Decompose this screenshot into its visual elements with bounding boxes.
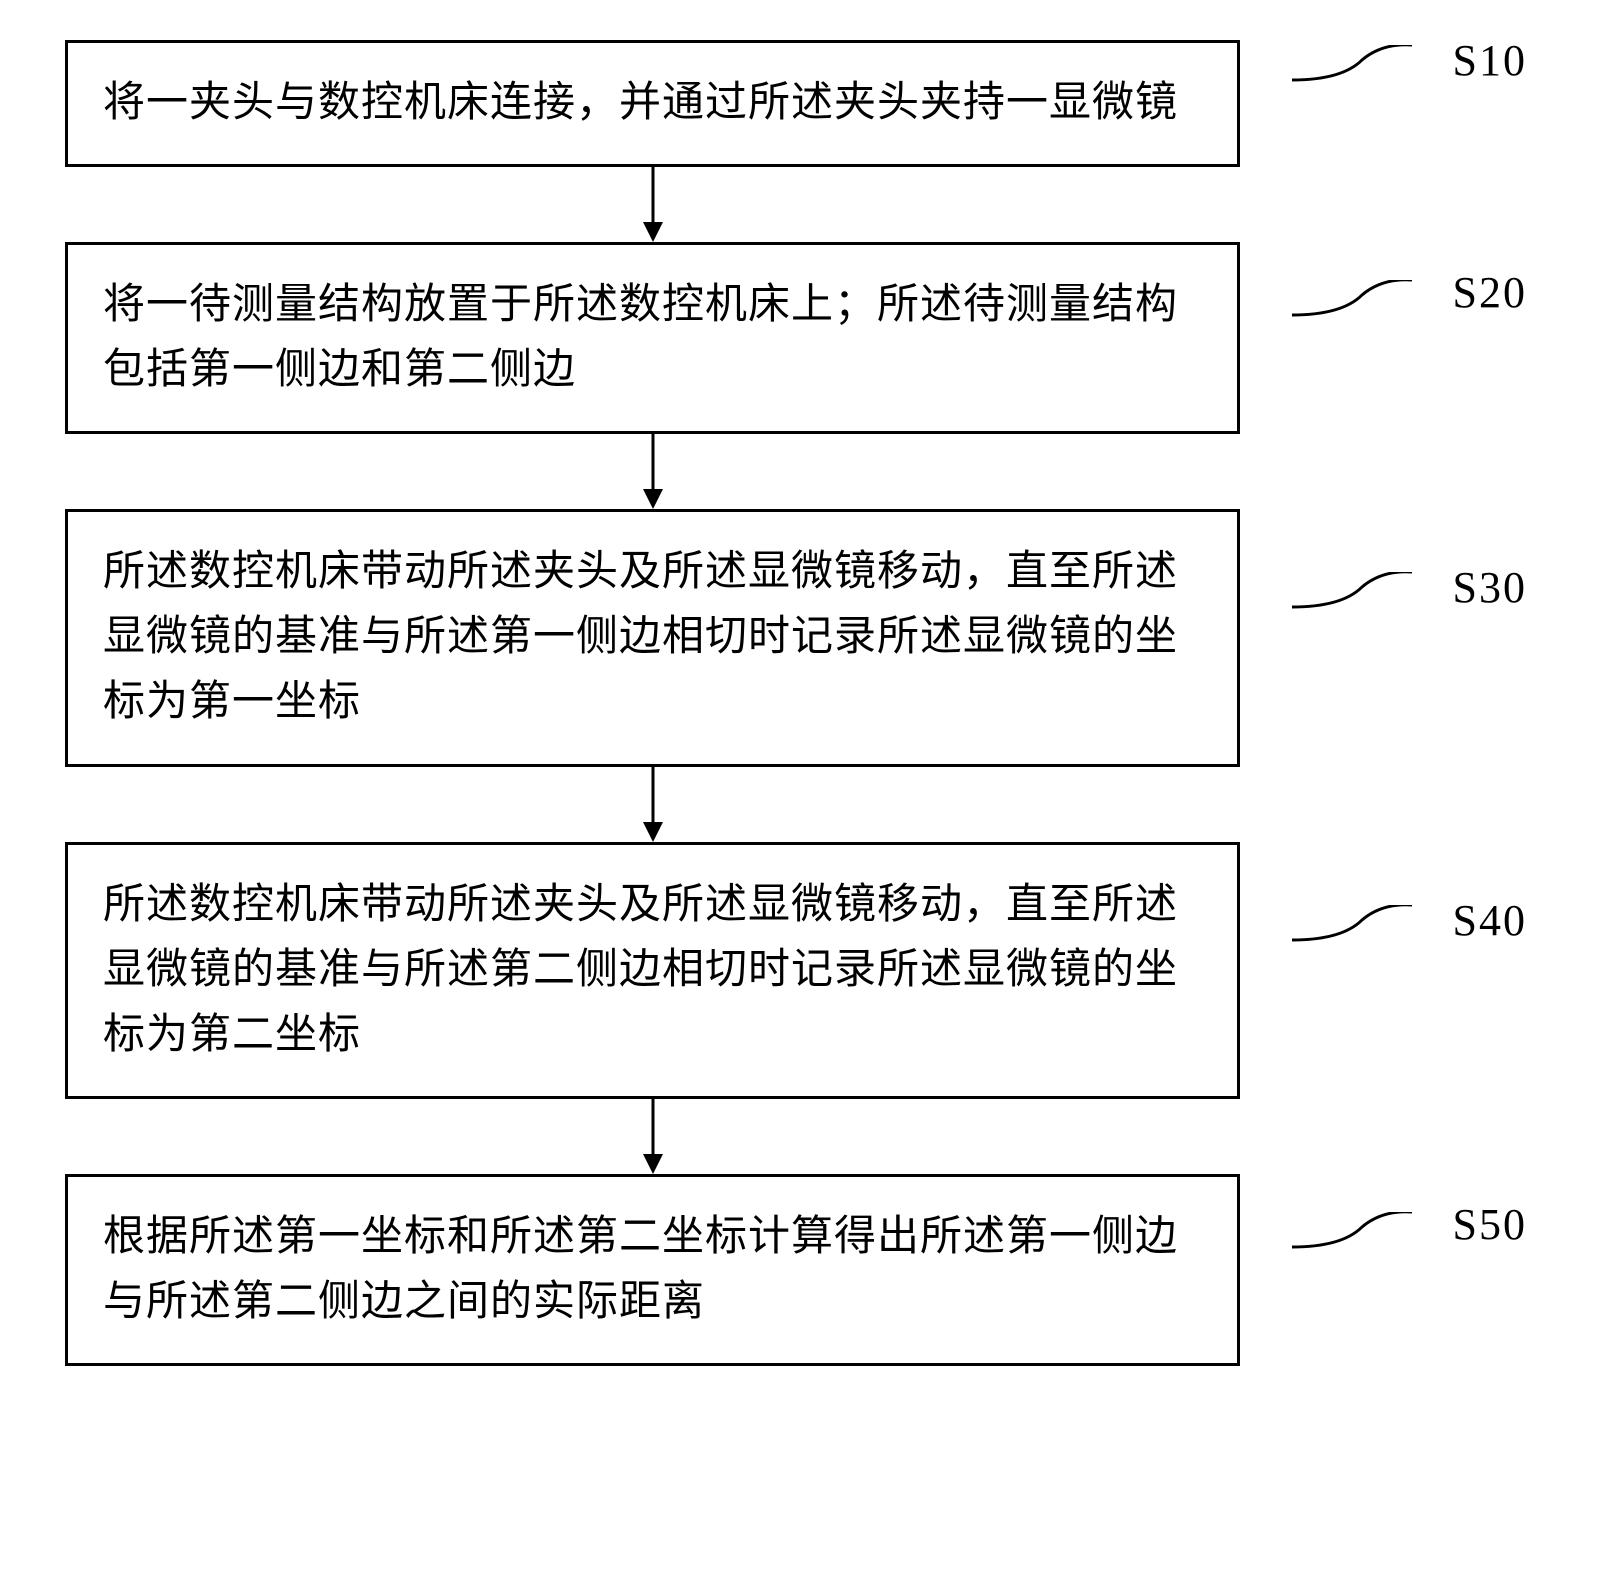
arrow-s20-s30 <box>65 434 1240 509</box>
step-text-s20: 将一待测量结构放置于所述数控机床上；所述待测量结构包括第一侧边和第二侧边 <box>103 273 1202 403</box>
arrow-s10-s20 <box>65 167 1240 242</box>
step-box-s30: 所述数控机床带动所述夹头及所述显微镜移动，直至所述显微镜的基准与所述第一侧边相切… <box>65 509 1240 766</box>
step-text-s40: 所述数控机床带动所述夹头及所述显微镜移动，直至所述显微镜的基准与所述第二侧边相切… <box>103 873 1202 1068</box>
step-box-s20: 将一待测量结构放置于所述数控机床上；所述待测量结构包括第一侧边和第二侧边 S20 <box>65 242 1240 434</box>
step-label-s30: S30 <box>1453 562 1527 613</box>
step-label-s50: S50 <box>1453 1199 1527 1250</box>
step-box-s40: 所述数控机床带动所述夹头及所述显微镜移动，直至所述显微镜的基准与所述第二侧边相切… <box>65 842 1240 1099</box>
connector-s50 <box>1292 1212 1412 1272</box>
connector-s10 <box>1292 45 1412 105</box>
step-box-s10: 将一夹头与数控机床连接，并通过所述夹头夹持一显微镜 S10 <box>65 40 1240 167</box>
connector-s40 <box>1292 905 1412 965</box>
step-text-s10: 将一夹头与数控机床连接，并通过所述夹头夹持一显微镜 <box>103 71 1202 136</box>
step-label-s20: S20 <box>1453 267 1527 318</box>
flowchart-container: 将一夹头与数控机床连接，并通过所述夹头夹持一显微镜 S10 将一待测量结构放置于… <box>65 40 1535 1366</box>
step-label-s10: S10 <box>1453 35 1527 86</box>
arrow-s30-s40 <box>65 767 1240 842</box>
connector-s30 <box>1292 572 1412 632</box>
arrow-s40-s50 <box>65 1099 1240 1174</box>
step-text-s50: 根据所述第一坐标和所述第二坐标计算得出所述第一侧边与所述第二侧边之间的实际距离 <box>103 1205 1202 1335</box>
step-text-s30: 所述数控机床带动所述夹头及所述显微镜移动，直至所述显微镜的基准与所述第一侧边相切… <box>103 540 1202 735</box>
step-box-s50: 根据所述第一坐标和所述第二坐标计算得出所述第一侧边与所述第二侧边之间的实际距离 … <box>65 1174 1240 1366</box>
connector-s20 <box>1292 280 1412 340</box>
step-label-s40: S40 <box>1453 895 1527 946</box>
